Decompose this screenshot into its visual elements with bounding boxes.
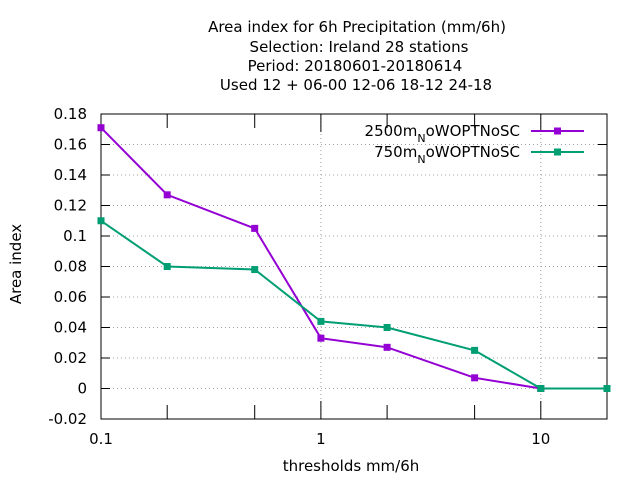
data-point-0 bbox=[317, 334, 325, 342]
legend-label-main: 750m bbox=[374, 143, 417, 161]
series-line-0 bbox=[100, 126, 607, 390]
title-line-1: Area index for 6h Precipitation (mm/6h) bbox=[208, 18, 506, 36]
y-axis-label: Area index bbox=[7, 224, 25, 304]
title-line-3: Period: 20180601-20180614 bbox=[248, 57, 463, 75]
data-point-1 bbox=[97, 217, 105, 225]
y-tick-label: 0.08 bbox=[54, 258, 87, 276]
y-tick-label: 0.14 bbox=[54, 166, 87, 184]
legend-label-sub: N bbox=[417, 153, 425, 166]
legend-label-1: 750mNoWOPTNoSC bbox=[374, 143, 520, 166]
data-point-1 bbox=[603, 385, 611, 392]
tick-labels: -0.02 0 0.02 0.04 0.06 0.08 0.1 0.12 0.14 0.16 0.1… bbox=[48, 105, 550, 448]
legend-marker-1 bbox=[554, 148, 561, 156]
title-line-2: Selection: Ireland 28 stations bbox=[250, 38, 469, 56]
plot-frame bbox=[100, 113, 608, 420]
x-tick-label: 0.1 bbox=[89, 430, 113, 448]
data-point-1 bbox=[251, 266, 259, 274]
data-point-0 bbox=[383, 343, 391, 351]
y-tick-label: 0.12 bbox=[54, 197, 87, 215]
y-tick-label: 0.18 bbox=[54, 105, 87, 123]
data-point-0 bbox=[471, 374, 479, 382]
legend-label-rest: oWOPTNoSC bbox=[426, 122, 520, 140]
data-point-0 bbox=[97, 124, 105, 132]
title-line-4: Used 12 + 06-00 12-06 18-12 24-18 bbox=[220, 76, 492, 94]
y-tick-label: -0.02 bbox=[48, 410, 87, 428]
series-group bbox=[97, 124, 611, 392]
x-tick-label: 1 bbox=[316, 430, 326, 448]
y-tick-label: 0.04 bbox=[54, 319, 87, 337]
legend-label-main: 2500m bbox=[365, 122, 418, 140]
data-point-0 bbox=[163, 191, 171, 199]
data-point-1 bbox=[383, 324, 391, 331]
y-tick-label: 0 bbox=[77, 380, 87, 398]
series-line-1 bbox=[100, 219, 607, 390]
data-point-1 bbox=[471, 346, 479, 354]
x-axis-label: thresholds mm/6h bbox=[283, 457, 420, 475]
legend-marker-0 bbox=[554, 127, 561, 135]
data-point-0 bbox=[251, 224, 259, 232]
legend-label-0: 2500mNoWOPTNoSC bbox=[365, 122, 520, 145]
y-tick-label: 0.1 bbox=[63, 227, 87, 245]
legend-label-rest: oWOPTNoSC bbox=[426, 143, 520, 161]
data-point-1 bbox=[537, 385, 545, 392]
y-tick-label: 0.16 bbox=[54, 136, 87, 154]
data-point-1 bbox=[317, 317, 325, 325]
grid-lines bbox=[101, 114, 607, 419]
legend-label-sub: N bbox=[417, 132, 425, 145]
data-point-1 bbox=[163, 263, 171, 270]
x-tick-label: 10 bbox=[531, 430, 550, 448]
chart-title: Area index for 6h Precipitation (mm/6h) … bbox=[208, 18, 506, 94]
y-tick-label: 0.02 bbox=[54, 349, 87, 367]
y-tick-label: 0.06 bbox=[54, 288, 87, 306]
